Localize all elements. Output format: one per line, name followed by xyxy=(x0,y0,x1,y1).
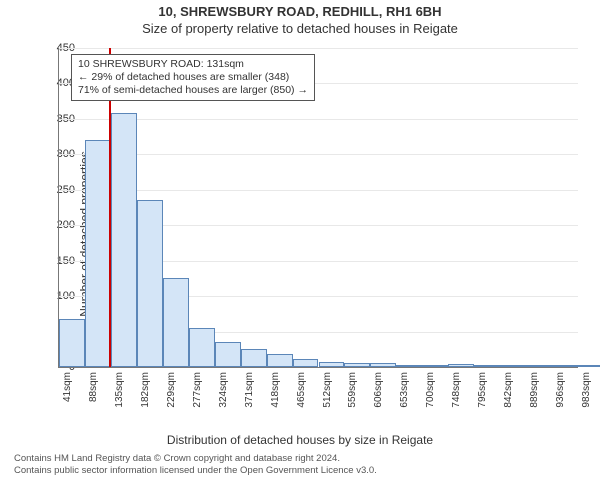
x-tick-label: 324sqm xyxy=(218,372,229,408)
histogram-bar xyxy=(500,365,526,367)
histogram-bar xyxy=(578,365,600,367)
x-tick-label: 41sqm xyxy=(62,372,73,402)
x-tick-label: 559sqm xyxy=(347,372,358,408)
chart-area: Number of detached properties 0501001502… xyxy=(0,36,600,431)
histogram-bar xyxy=(293,359,319,368)
histogram-bar xyxy=(137,200,163,367)
plot-region: 10 SHREWSBURY ROAD: 131sqm ← 29% of deta… xyxy=(58,48,578,368)
histogram-bar xyxy=(344,363,370,367)
page-subtitle: Size of property relative to detached ho… xyxy=(0,21,600,36)
histogram-bar xyxy=(189,328,215,367)
x-tick-label: 795sqm xyxy=(477,372,488,408)
x-axis-label: Distribution of detached houses by size … xyxy=(0,433,600,447)
x-tick-label: 182sqm xyxy=(140,372,151,408)
histogram-bar xyxy=(241,349,267,367)
page-title: 10, SHREWSBURY ROAD, REDHILL, RH1 6BH xyxy=(0,4,600,19)
x-tick-label: 277sqm xyxy=(192,372,203,408)
x-tick-label: 936sqm xyxy=(555,372,566,408)
histogram-bar xyxy=(448,364,474,367)
footer-line-1: Contains HM Land Registry data © Crown c… xyxy=(14,453,586,465)
x-tick-label: 842sqm xyxy=(503,372,514,408)
histogram-bar xyxy=(319,362,345,367)
histogram-bar xyxy=(526,365,552,367)
x-tick-label: 700sqm xyxy=(425,372,436,408)
annotation-line-1: 10 SHREWSBURY ROAD: 131sqm xyxy=(78,58,308,71)
x-tick-label: 88sqm xyxy=(88,372,99,402)
histogram-bar xyxy=(552,365,578,367)
histogram-bar xyxy=(215,342,241,367)
x-tick-label: 135sqm xyxy=(114,372,125,408)
x-tick-label: 371sqm xyxy=(244,372,255,408)
footer-attribution: Contains HM Land Registry data © Crown c… xyxy=(14,453,586,477)
histogram-bar xyxy=(111,113,137,367)
histogram-bar xyxy=(267,354,293,367)
x-tick-label: 748sqm xyxy=(451,372,462,408)
x-tick-label: 229sqm xyxy=(166,372,177,408)
x-tick-label: 512sqm xyxy=(322,372,333,408)
histogram-bar xyxy=(163,278,189,367)
histogram-bar xyxy=(422,365,448,367)
annotation-line-2: ← 29% of detached houses are smaller (34… xyxy=(78,71,308,84)
histogram-bar xyxy=(59,319,85,367)
x-tick-label: 606sqm xyxy=(373,372,384,408)
x-tick-label: 465sqm xyxy=(296,372,307,408)
x-tick-label: 653sqm xyxy=(399,372,410,408)
histogram-bar xyxy=(85,140,111,367)
x-tick-label: 983sqm xyxy=(581,372,592,408)
annotation-line-3: 71% of semi-detached houses are larger (… xyxy=(78,84,308,97)
footer-line-2: Contains public sector information licen… xyxy=(14,465,586,477)
annotation-box: 10 SHREWSBURY ROAD: 131sqm ← 29% of deta… xyxy=(71,54,315,101)
x-tick-label: 418sqm xyxy=(270,372,281,408)
histogram-bar xyxy=(370,363,396,367)
x-tick-label: 889sqm xyxy=(529,372,540,408)
histogram-bar xyxy=(474,365,500,367)
histogram-bar xyxy=(396,365,422,367)
